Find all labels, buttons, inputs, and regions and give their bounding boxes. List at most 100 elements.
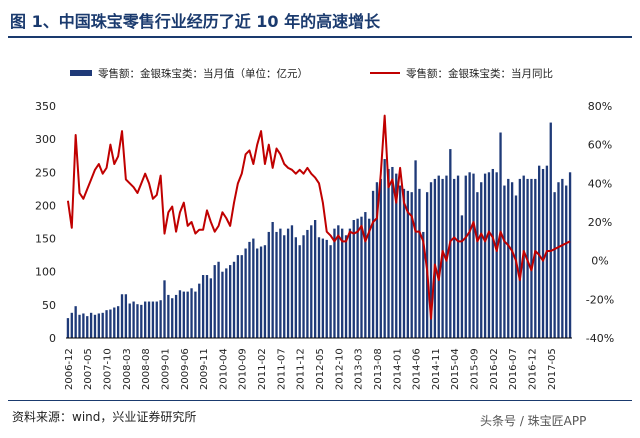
y-left-tick-label: 300 — [35, 133, 56, 146]
bar — [248, 241, 251, 338]
bar — [221, 271, 224, 338]
bar — [368, 218, 371, 338]
bar — [171, 298, 174, 338]
bar — [402, 188, 406, 338]
bar — [410, 192, 413, 338]
bar — [433, 178, 437, 338]
x-tick-label: 2013-08 — [373, 348, 384, 390]
y-left-tick-label: 350 — [35, 100, 56, 113]
title-divider — [8, 36, 632, 38]
bar — [472, 173, 475, 338]
source-note: 资料来源：wind，兴业证券研究所 — [12, 410, 197, 424]
bar — [275, 231, 278, 338]
bar — [151, 301, 155, 338]
bar — [209, 278, 213, 338]
bar — [491, 168, 494, 338]
y-right-tick-label: 60% — [588, 139, 612, 152]
bar — [298, 245, 301, 338]
bar — [78, 314, 81, 338]
bar — [74, 306, 77, 338]
x-tick-label: 2012-10 — [334, 348, 345, 390]
bar — [495, 172, 498, 338]
bar — [549, 122, 552, 338]
x-tick-label: 2006-12 — [64, 348, 75, 390]
source-divider — [8, 400, 632, 401]
x-tick-label: 2011-12 — [296, 348, 307, 390]
bar — [453, 178, 456, 338]
bar — [534, 178, 537, 338]
bar — [271, 222, 274, 338]
y-left-tick-label: 100 — [35, 266, 56, 279]
bar — [244, 248, 247, 338]
bar — [383, 159, 386, 338]
x-tick-label: 2014-11 — [431, 348, 442, 390]
bar — [70, 312, 73, 338]
bar — [306, 229, 309, 338]
bar — [124, 294, 128, 338]
bar — [414, 160, 417, 338]
y-left-tick-label: 50 — [42, 299, 56, 312]
bar — [333, 228, 336, 338]
bar — [198, 283, 201, 338]
bar — [252, 238, 255, 338]
bar — [279, 228, 282, 338]
watermark: 头条号 / 珠宝匠APP — [480, 414, 587, 428]
bar — [140, 304, 143, 338]
legend-bar-label: 零售额：金银珠宝类：当月值（单位：亿元） — [98, 67, 308, 80]
x-tick-label: 2014-01 — [392, 348, 403, 390]
bar — [86, 316, 89, 338]
bar — [136, 304, 139, 338]
bar — [344, 235, 348, 338]
bar — [101, 312, 104, 338]
bar — [174, 294, 178, 338]
bar — [395, 173, 398, 338]
bar — [348, 228, 352, 338]
x-tick-label: 2010-09 — [238, 348, 249, 390]
y-right-tick-label: 0% — [591, 255, 608, 268]
y-right-tick-label: -40% — [586, 332, 614, 345]
y-left-tick-label: 150 — [35, 233, 56, 246]
x-tick-label: 2009-01 — [161, 348, 172, 390]
y-left-tick-label: 200 — [35, 199, 56, 212]
bar — [317, 237, 321, 338]
bar — [360, 216, 363, 338]
bar — [105, 310, 108, 338]
bar — [480, 182, 483, 338]
bar — [236, 255, 240, 338]
bar — [217, 261, 220, 338]
bar — [155, 301, 158, 338]
bar — [341, 228, 344, 338]
bar — [387, 168, 390, 338]
bar — [437, 175, 440, 338]
bar — [205, 275, 209, 338]
y-left-tick-label: 0 — [49, 332, 56, 345]
x-tick-label: 2010-04 — [218, 348, 229, 390]
x-tick-label: 2011-07 — [276, 348, 287, 390]
bar — [256, 248, 259, 338]
x-tick-label: 2016-02 — [489, 348, 500, 390]
bar — [379, 178, 382, 338]
bar — [310, 225, 313, 338]
bar — [232, 261, 236, 338]
bar — [201, 275, 205, 338]
bar — [553, 192, 556, 338]
bar — [464, 175, 467, 338]
chart-title: 图 1、中国珠宝零售行业经历了近 10 年的高速增长 — [10, 12, 381, 31]
bar — [391, 166, 394, 338]
bar — [406, 190, 409, 338]
bar — [375, 182, 379, 338]
x-tick-label: 2008-08 — [141, 348, 152, 390]
bar — [422, 231, 425, 338]
x-tick-label: 2015-04 — [450, 348, 461, 390]
bar — [337, 225, 340, 338]
bar — [557, 182, 560, 338]
bar — [120, 294, 124, 338]
bar — [113, 307, 116, 338]
bar — [313, 220, 317, 338]
bar — [302, 235, 305, 338]
bar — [147, 301, 151, 338]
bar — [66, 318, 70, 338]
x-tick-label: 2016-12 — [527, 348, 538, 390]
bar — [286, 228, 290, 338]
bar — [144, 301, 147, 338]
